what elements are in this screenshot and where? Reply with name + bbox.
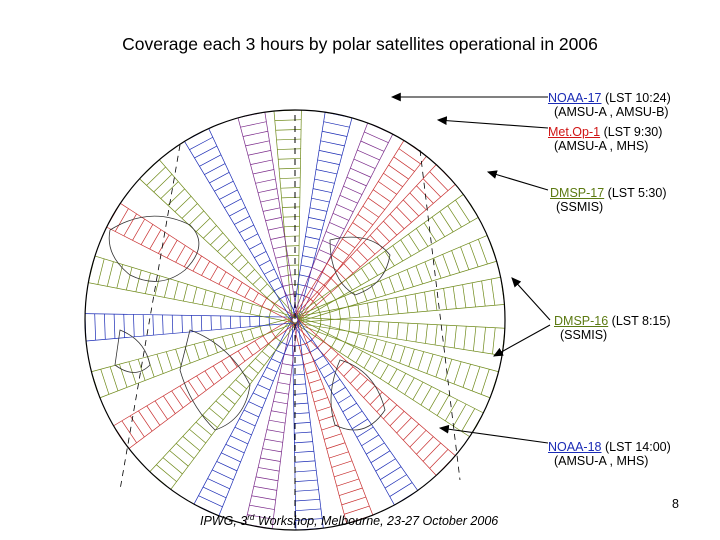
meridian-dashed: [119, 144, 181, 491]
page-number: 8: [672, 497, 679, 511]
swath: [294, 316, 505, 357]
satellite-lst: (LST 10:24): [604, 91, 671, 105]
satellite-lst: (LST 8:15): [611, 314, 671, 328]
satellite-instruments: (SSMIS): [560, 328, 608, 342]
swath: [293, 232, 502, 323]
callout-arrow-noaa18: [438, 424, 549, 444]
swath: [135, 155, 298, 323]
swath: [85, 254, 296, 324]
callout-arrow-metop: [436, 116, 549, 129]
callout-arrows: [390, 92, 551, 444]
continent-outline: [329, 236, 391, 296]
label-dmsp-17: DMSP-17 (LST 5:30) (SSMIS): [550, 186, 667, 214]
satellite-lst: (LST 14:00): [604, 440, 671, 454]
continent-outline: [330, 359, 386, 431]
swath: [291, 319, 325, 530]
footer: IPWG, 3rd Workshop, Melbourne, 23-27 Oct…: [200, 513, 498, 528]
satellite-lst: (LST 9:30): [603, 125, 663, 139]
swath: [292, 317, 460, 480]
callout-arrow-dmsp16-a: [511, 277, 551, 321]
satellite-lst: (LST 5:30): [607, 186, 667, 200]
callout-arrow-dmsp17: [486, 170, 549, 191]
satellite-name: DMSP-17: [550, 186, 605, 200]
callout-arrow-dmsp16-b: [493, 324, 551, 357]
continent-outline: [114, 329, 151, 373]
swath: [86, 316, 296, 401]
satellite-name: NOAA-18: [548, 440, 602, 454]
swath: [293, 190, 484, 323]
swath: [243, 319, 299, 530]
label-noaa-18: NOAA-18 (LST 14:00) (AMSU-A , MHS): [548, 440, 671, 468]
swath: [191, 318, 298, 521]
satellite-instruments: (SSMIS): [556, 200, 604, 214]
swath: [293, 317, 489, 440]
satellite-instruments: (AMSU-A , AMSU-B): [554, 105, 669, 119]
label-noaa-17: NOAA-17 (LST 10:24) (AMSU-A , AMSU-B): [548, 91, 671, 119]
page-title: Coverage each 3 hours by polar satellite…: [122, 34, 598, 54]
swath: [292, 160, 460, 323]
globe-outline: [84, 109, 506, 531]
satellite-swaths: [85, 110, 505, 530]
swath: [145, 317, 298, 494]
label-dmsp-16: DMSP-16 (LST 8:15) (SSMIS): [554, 314, 671, 342]
footer-prefix: IPWG, 3: [200, 514, 248, 529]
continent-outlines: [108, 215, 391, 431]
swath: [292, 135, 431, 322]
swath: [85, 313, 296, 342]
satellite-name: DMSP-16: [554, 314, 609, 328]
swath: [236, 110, 299, 321]
footer-suffix: Workshop, Melbourne, 23-27 October 2006: [254, 514, 499, 529]
swath: [181, 123, 298, 322]
swath: [291, 319, 376, 529]
swath: [108, 317, 297, 453]
label-metop-1: Met.Op-1 (LST 9:30) (AMSU-A , MHS): [548, 125, 662, 153]
continent-outline: [179, 329, 251, 431]
continent-outline: [108, 215, 200, 282]
satellite-instruments: (AMSU-A , MHS): [554, 139, 649, 153]
meridian-dashed: [419, 149, 461, 481]
footer-superscript: rd: [247, 513, 255, 522]
satellite-name: Met.Op-1: [548, 125, 601, 139]
swath: [294, 316, 504, 401]
satellite-instruments: (AMSU-A , MHS): [554, 454, 649, 468]
satellite-name: NOAA-17: [548, 91, 602, 105]
